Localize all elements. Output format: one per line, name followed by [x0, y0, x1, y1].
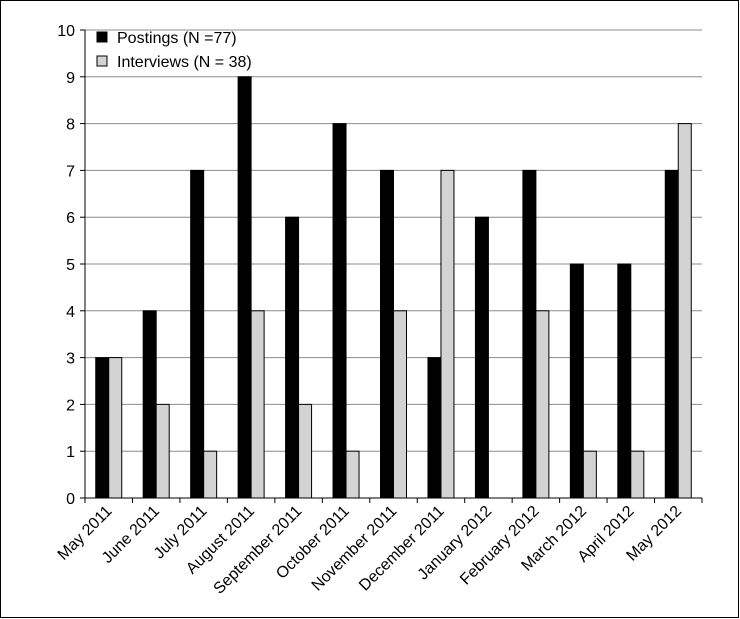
- bar-postings-11: [617, 263, 632, 499]
- bar-postings-7: [427, 357, 442, 499]
- bar-interviews-4: [298, 403, 313, 499]
- bar-interviews-2: [203, 450, 218, 499]
- legend-label-postings: Postings (N =77): [117, 30, 237, 47]
- bar-postings-5: [332, 123, 347, 499]
- legend-swatch-interviews: [96, 55, 108, 67]
- bar-postings-10: [569, 263, 584, 499]
- gridlines: [85, 29, 702, 452]
- y-tick-label-3: 3: [66, 351, 75, 368]
- bars: [95, 76, 692, 499]
- bar-interviews-12: [677, 123, 692, 499]
- bar-interviews-3: [250, 310, 265, 499]
- y-tick-label-10: 10: [57, 23, 75, 40]
- bar-interviews-9: [535, 310, 550, 499]
- y-tick-label-5: 5: [66, 257, 75, 274]
- bar-postings-4: [285, 216, 300, 499]
- legend-swatch-postings: [96, 31, 108, 43]
- bar-postings-2: [190, 169, 205, 499]
- bar-postings-1: [142, 310, 157, 499]
- bar-interviews-11: [630, 450, 645, 499]
- y-tick-label-0: 0: [66, 491, 75, 508]
- bar-postings-3: [237, 76, 252, 499]
- bar-interviews-1: [155, 403, 170, 499]
- bar-postings-9: [522, 169, 537, 499]
- bar-interviews-7: [440, 169, 455, 499]
- y-tick-label-2: 2: [66, 397, 75, 414]
- y-tick-label-8: 8: [66, 117, 75, 134]
- bar-postings-8: [474, 216, 489, 499]
- bar-interviews-10: [582, 450, 597, 499]
- legend-label-interviews: Interviews (N = 38): [117, 54, 252, 71]
- y-tick-label-9: 9: [66, 70, 75, 87]
- y-tick-label-6: 6: [66, 210, 75, 227]
- bar-interviews-5: [345, 450, 360, 499]
- bar-postings-12: [664, 169, 679, 499]
- bar-postings-0: [95, 357, 110, 499]
- bar-postings-6: [380, 169, 394, 499]
- bar-interviews-6: [393, 310, 407, 499]
- bar-interviews-0: [108, 357, 123, 499]
- legend: Postings (N =77) Interviews (N = 38): [96, 30, 252, 71]
- y-tick-label-4: 4: [66, 304, 75, 321]
- y-tick-label-1: 1: [66, 444, 75, 461]
- axes: [80, 29, 703, 503]
- y-tick-label-7: 7: [66, 163, 75, 180]
